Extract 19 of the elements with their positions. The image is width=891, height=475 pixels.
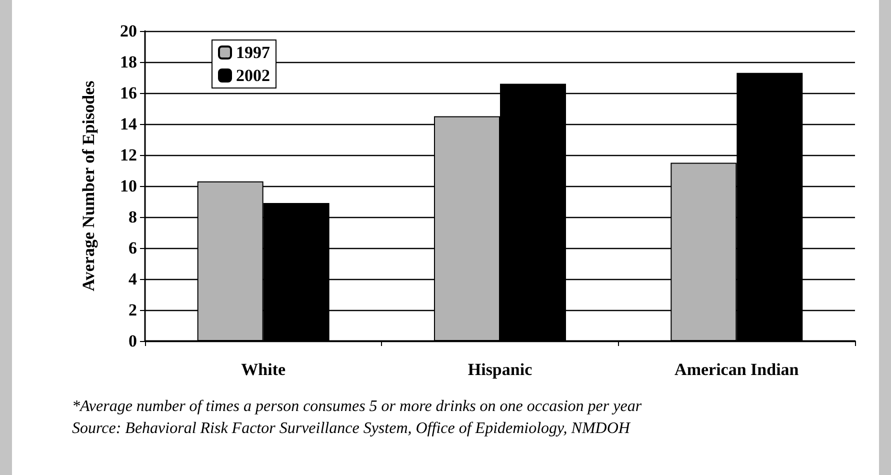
x-tick-label: Hispanic — [468, 360, 533, 379]
y-tick-label: 18 — [120, 52, 137, 72]
y-tick-label: 16 — [120, 84, 137, 102]
y-tick-label: 6 — [128, 238, 137, 258]
y-tick-label: 12 — [120, 146, 137, 164]
y-axis-title: Average Number of Episodes — [79, 80, 98, 292]
y-tick-label: 2 — [128, 300, 137, 320]
y-tick-label: 4 — [128, 270, 138, 288]
y-tick-label: 8 — [128, 208, 137, 226]
x-tick-label: White — [241, 360, 286, 379]
y-tick-label: 10 — [120, 176, 137, 196]
text: *Average number of times a person consumes 5 or more drinks on one occasion per year — [72, 398, 642, 416]
y-tick-label: 20 — [120, 22, 137, 40]
x-tick-label: American Indian — [674, 360, 800, 379]
legend-label: 1997 — [236, 43, 270, 62]
legend-label: 2002 — [236, 66, 270, 85]
y-tick-label: 14 — [120, 114, 138, 134]
source-note: Source: Behavioral Risk Factor Surveillance System, Office of Epidemiology, NMDOH — [72, 420, 630, 438]
y-tick-label: 0 — [128, 332, 137, 350]
